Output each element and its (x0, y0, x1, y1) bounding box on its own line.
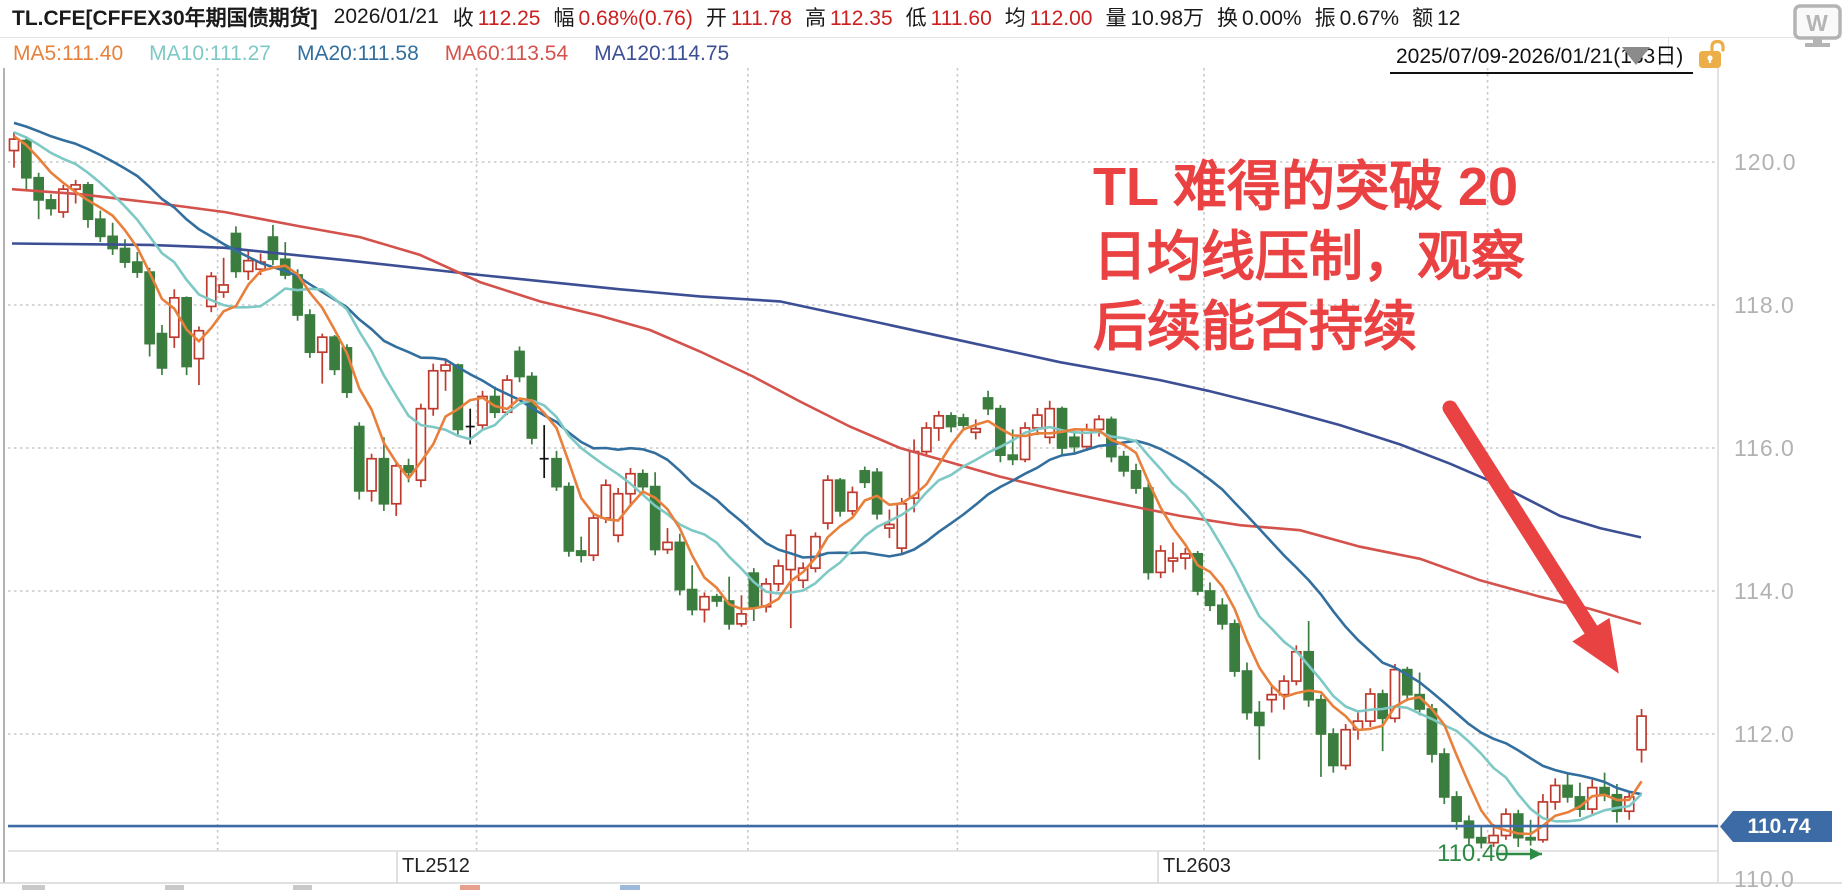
quote-field: 均 112.00 (1004, 7, 1093, 30)
header-bar: TL.CFE[CFFEX30年期国债期货] 2026/01/21 收 112.25… (12, 0, 1473, 34)
wind-watermark-icon: W (1793, 4, 1842, 48)
contract-label-tl2603: TL2603 (1163, 855, 1231, 877)
low-price-marker: 110.40 (1437, 840, 1509, 867)
contract-label-tl2512: TL2512 (402, 855, 470, 877)
ma-legend-item[interactable]: MA20:111.58 (296, 42, 419, 65)
y-axis-tick: 114.0 (1734, 578, 1795, 604)
quote-field: 量 10.98万 (1105, 7, 1205, 30)
y-axis-tick: 120.0 (1734, 149, 1797, 175)
ma-legend-item[interactable]: MA60:113.54 (444, 42, 569, 65)
annotation-text: TL 难得的突破 20 日均线压制，观察 后续能否持续 (1093, 152, 1525, 362)
ma-legend-item[interactable]: MA120:114.75 (594, 42, 730, 65)
quote-field: 开 111.78 (705, 7, 792, 30)
ma-legend: MA5:111.40 MA10:111.27 MA20:111.58 MA60:113… (13, 40, 755, 68)
quote-fields: 收 112.25 幅 0.68%(0.76) 开 111.78 高 112.35 低 111.60… (453, 2, 1474, 32)
chevron-down-icon[interactable] (1622, 47, 1650, 65)
symbol-title: TL.CFE[CFFEX30年期国债期货] (12, 7, 318, 30)
quote-field: 高 112.35 (804, 7, 893, 30)
date-range-selector[interactable]: 2025/07/09-2026/01/21(133日) (1390, 40, 1694, 74)
quote-field: 收 112.25 (452, 7, 541, 30)
quote-field: 振 0.67% (1314, 7, 1400, 30)
y-axis-tick: 112.0 (1734, 721, 1795, 747)
annotation-line-2: 日均线压制，观察 (1093, 227, 1525, 287)
quote-field: 低 111.60 (905, 7, 992, 30)
annotation-line-3: 后续能否持续 (1093, 297, 1417, 357)
ma-legend-item[interactable]: MA5:111.40 (13, 42, 124, 65)
annotation-line-1: TL 难得的突破 20 (1093, 157, 1519, 217)
quote-field: 额 12 (1412, 7, 1461, 30)
unlock-icon[interactable] (1698, 39, 1732, 70)
range-divider (1668, 38, 1669, 66)
y-axis-tick: 110.0 (1734, 866, 1795, 890)
price-badge: 110.74 (1720, 811, 1832, 842)
quote-field: 幅 0.68%(0.76) (553, 7, 693, 30)
header-divider (0, 37, 1842, 38)
svg-text:W: W (1806, 10, 1828, 36)
trade-date: 2026/01/21 (333, 5, 439, 28)
y-axis-tick: 118.0 (1734, 292, 1795, 318)
ma-legend-item[interactable]: MA10:111.27 (149, 42, 271, 65)
y-axis-tick: 116.0 (1734, 435, 1795, 461)
quote-field: 换 0.00% (1217, 7, 1302, 30)
